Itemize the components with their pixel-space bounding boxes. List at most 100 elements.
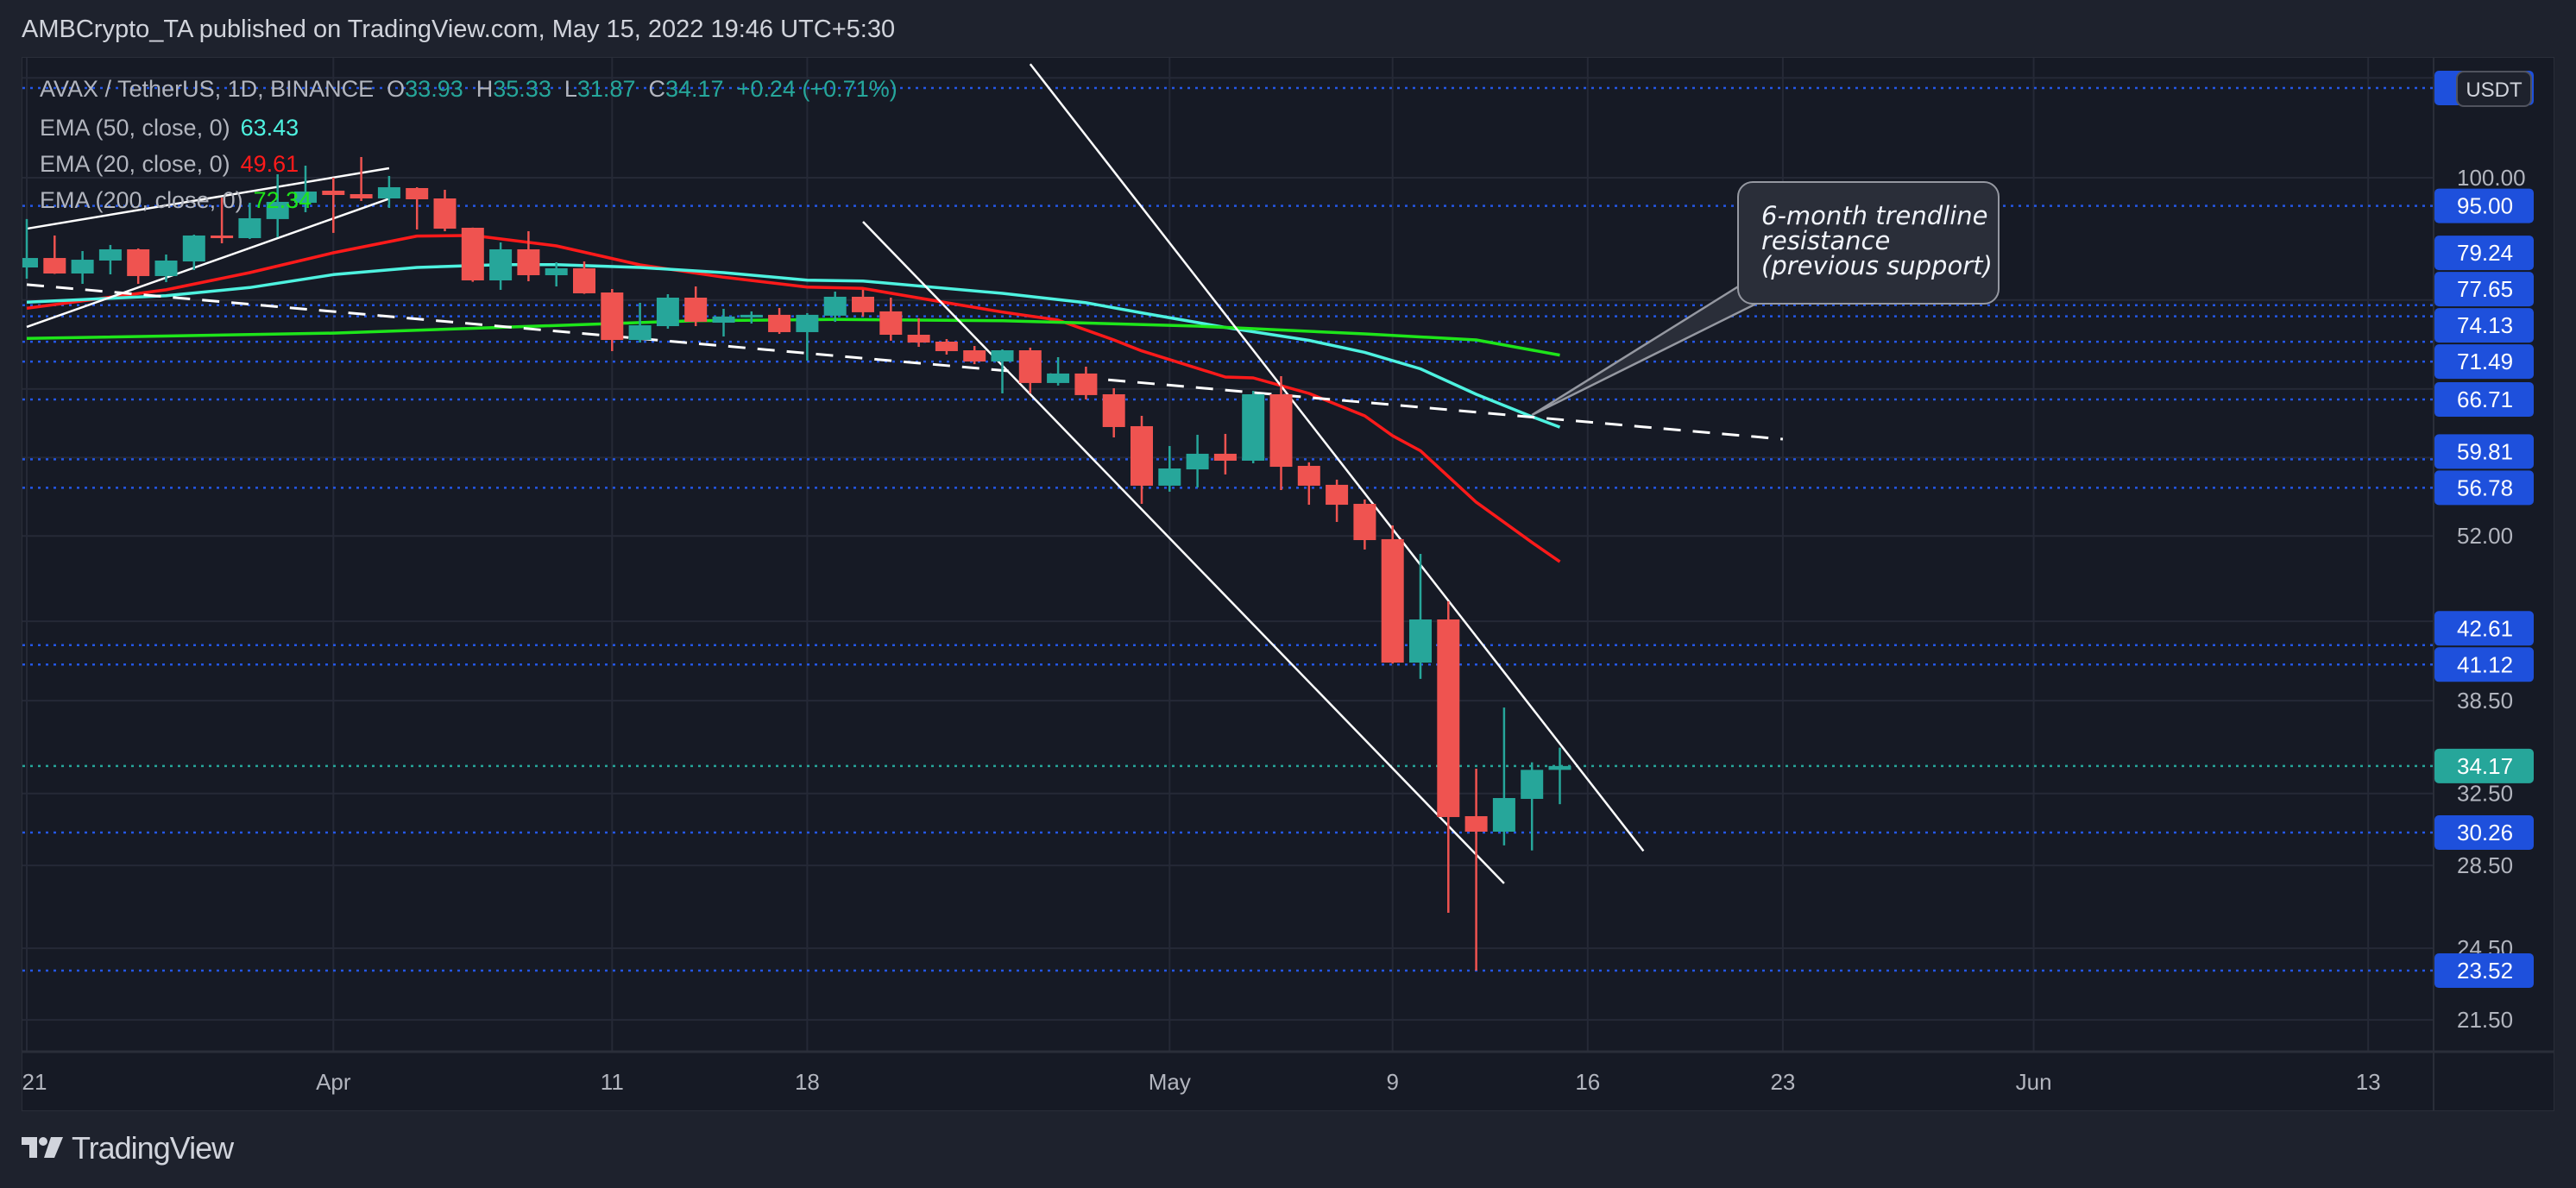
level-price-label: 71.49 [2457,349,2513,374]
candle-body [1464,816,1488,832]
candle-body [1437,619,1460,818]
callout-pointer-shape [1531,284,1760,417]
level-price-label-box[interactable] [2434,188,2534,223]
candle-body [656,298,679,327]
level-price-label-box[interactable] [2434,382,2534,418]
level-price-label-box[interactable] [2434,647,2534,682]
level-price-label: 95.00 [2457,193,2513,219]
candle-body [1326,484,1349,506]
level-price-label: 41.12 [2457,651,2513,677]
ema200-value: 72.34 [253,187,312,213]
candle-body [1047,373,1070,383]
level-price-label-box[interactable] [2434,236,2534,271]
level-price-label-box[interactable] [2434,953,2534,989]
candle-body [43,258,66,274]
candle-body [433,198,457,229]
currency-badge[interactable] [2456,71,2532,107]
change-value: +0.24 (+0.71%) [736,76,898,102]
open-label: O [387,76,406,102]
level-price-label: 59.81 [2457,438,2513,464]
candle-body [796,314,819,332]
candle-body [517,248,540,275]
descending-channel-lower-trendline[interactable] [862,221,1505,884]
candle-body [266,201,289,219]
time-tick-label: 23 [1770,1069,1795,1095]
low-label: L [564,76,577,102]
time-tick-label: Jun [2016,1069,2052,1095]
open-value: 33.93 [405,76,463,102]
ema50-label: EMA (50, close, 0) [40,115,230,141]
publisher-caption: AMBCrypto_TA published on TradingView.co… [22,16,896,43]
level-price-label-box[interactable] [2434,272,2534,307]
ema200-label: EMA (200, close, 0) [40,187,243,213]
candles [22,157,1571,971]
level-price-label: 74.13 [2457,312,2513,338]
rising-wedge-lower-trendline[interactable] [26,198,390,329]
candle-body [740,314,763,317]
level-price-label-box[interactable] [2434,434,2534,469]
ema50-legend[interactable]: EMA (50, close, 0) 63.43 [40,114,299,141]
candle-body [1186,453,1209,470]
time-axis[interactable]: 21 Apr 11 18 May 9 16 23 Jun 13 [22,1069,2381,1095]
ema20-legend[interactable]: EMA (20, close, 0) 49.61 [40,150,299,178]
candle-body [684,298,708,323]
candle-body [1297,465,1320,486]
rising-wedge-upper-trendline[interactable] [26,167,390,230]
candle-body [211,235,234,239]
candle-body [1102,393,1125,427]
candle-body [489,248,513,281]
candle-body [1213,453,1237,461]
currency-label: USDT [2466,79,2522,102]
candle-body [823,296,847,316]
level-price-label: 56.78 [2457,475,2513,500]
candle-body [22,258,38,268]
tradingview-brand[interactable]: TradingView [72,1130,234,1166]
annotation-callout[interactable]: 6-month trendline resistance (previous s… [1737,181,2000,305]
descending-channel-upper-trendline[interactable] [1029,63,1645,852]
price-tick-label: 100.00 [2457,165,2526,191]
callout-line-3: (previous support) [1761,251,1993,280]
time-tick-label: 9 [1386,1069,1398,1095]
time-tick-label: 13 [2356,1069,2381,1095]
candle-body [1548,765,1571,770]
symbol-name: AVAX / TetherUS, 1D, BINANCE [40,76,375,102]
price-tick-label: 52.00 [2457,523,2513,549]
ema50-value: 63.43 [240,115,299,141]
level-price-label: 66.71 [2457,387,2513,412]
last-price-label-box[interactable] [2434,748,2534,783]
trendlines[interactable] [26,63,1784,884]
ema200-legend[interactable]: EMA (200, close, 0) 72.34 [40,186,312,214]
candle-body [628,325,652,341]
ema-line [26,317,1560,357]
level-price-label-box[interactable] [2434,308,2534,343]
level-price-label-box[interactable] [2434,815,2534,851]
high-value: 35.33 [493,76,551,102]
price-tick-label: 21.50 [2457,1007,2513,1033]
time-tick-label: 18 [795,1069,820,1095]
candle-body [1242,393,1265,461]
close-value: 34.17 [664,76,724,102]
level-price-label: 23.52 [2457,958,2513,984]
candle-body [963,350,986,362]
level-price-label-box[interactable] [2434,344,2534,380]
level-price-label-box[interactable] [2434,611,2534,646]
candle-body [1409,619,1432,663]
time-tick-label: 11 [601,1069,624,1095]
candle-body [573,267,595,293]
horizontal-levels [22,86,2434,972]
candle-body [1269,393,1293,468]
candle-body [852,296,874,312]
ema20-value: 49.61 [240,151,299,177]
candle-body [991,350,1014,362]
candle-body [322,191,345,195]
level-price-label-box[interactable] [2434,470,2534,506]
price-axis[interactable]: 100.0052.0038.5032.5028.5024.5021.5023.5… [2434,70,2534,1033]
candle-body [71,260,94,274]
ema-line [26,234,1561,563]
six-month-trendline-trendline[interactable] [26,283,1784,441]
symbol-legend[interactable]: AVAX / TetherUS, 1D, BINANCE O33.93 H35.… [40,75,898,103]
candle-body [768,314,791,332]
low-value: 31.87 [576,76,636,102]
price-tick-label: 38.50 [2457,688,2513,713]
